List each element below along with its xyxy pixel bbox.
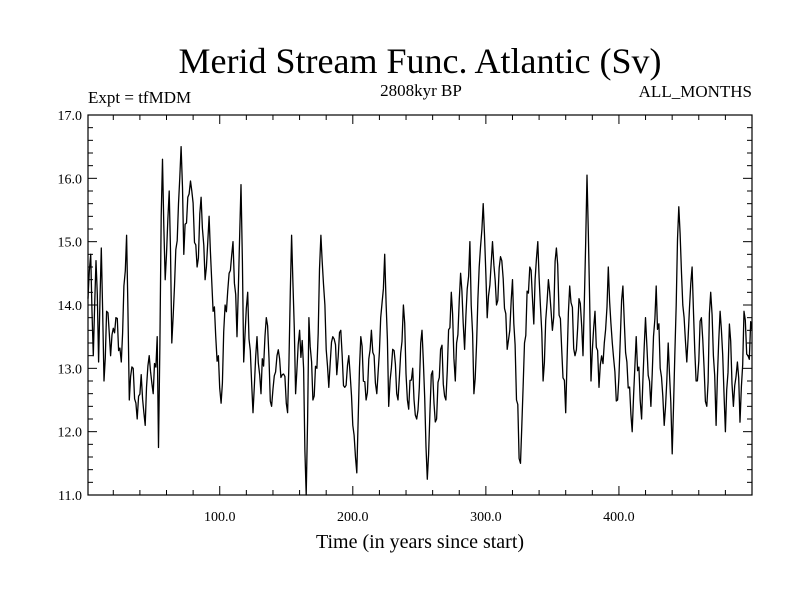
y-tick-label: 14.0: [58, 299, 83, 314]
plot-frame: [87, 114, 753, 496]
x-axis-label: Time (in years since start): [316, 531, 524, 553]
series-line: [87, 146, 753, 496]
y-tick-label: 12.0: [58, 426, 83, 441]
time-period-label: 2808kyr BP: [380, 81, 462, 100]
experiment-label: Expt = tfMDM: [88, 88, 191, 107]
y-tick-label: 17.0: [58, 109, 83, 124]
chart-title: Merid Stream Func. Atlantic (Sv): [179, 41, 662, 81]
axis-ticks: [88, 115, 752, 495]
months-label: ALL_MONTHS: [639, 82, 752, 101]
y-tick-label: 16.0: [58, 172, 83, 187]
x-tick-label: 300.0: [470, 510, 502, 525]
x-tick-label: 200.0: [337, 510, 369, 525]
y-tick-label: 11.0: [58, 489, 82, 504]
x-tick-label: 400.0: [603, 510, 635, 525]
y-tick-label: 15.0: [58, 236, 83, 251]
y-tick-label: 13.0: [58, 362, 83, 377]
axis-tick-labels: 100.0 200.0 300.0 400.0 11.0 12.0 13.0 14.0 15.0…: [58, 109, 635, 525]
x-tick-label: 100.0: [204, 510, 236, 525]
